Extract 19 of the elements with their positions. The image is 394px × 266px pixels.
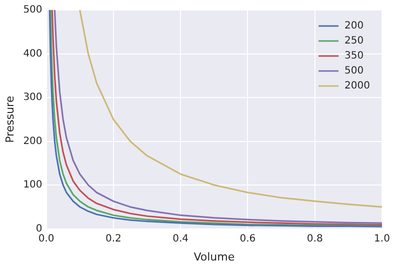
legend-label: 200: [344, 20, 364, 32]
x-tick-label: 0.4: [172, 233, 189, 244]
x-axis-title: Volume: [194, 250, 235, 264]
x-tick-label: 0.6: [240, 233, 256, 244]
y-tick-label: 0: [36, 223, 42, 234]
y-tick-label: 200: [23, 136, 42, 147]
y-tick-label: 300: [23, 92, 42, 104]
y-tick-label: 400: [23, 48, 42, 60]
y-tick-label: 500: [23, 4, 42, 16]
x-tick-label: 1.0: [374, 233, 390, 244]
y-tick-label: 100: [23, 180, 42, 191]
x-tick-label: 0.8: [306, 233, 323, 244]
x-tick-label: 0.2: [105, 233, 122, 244]
y-axis-title: Pressure: [3, 96, 16, 143]
legend-label: 500: [344, 66, 364, 77]
legend-label: 350: [344, 50, 364, 62]
x-tick-label: 0.0: [38, 233, 54, 244]
legend-label: 250: [344, 36, 364, 47]
legend-label: 2000: [344, 80, 370, 92]
